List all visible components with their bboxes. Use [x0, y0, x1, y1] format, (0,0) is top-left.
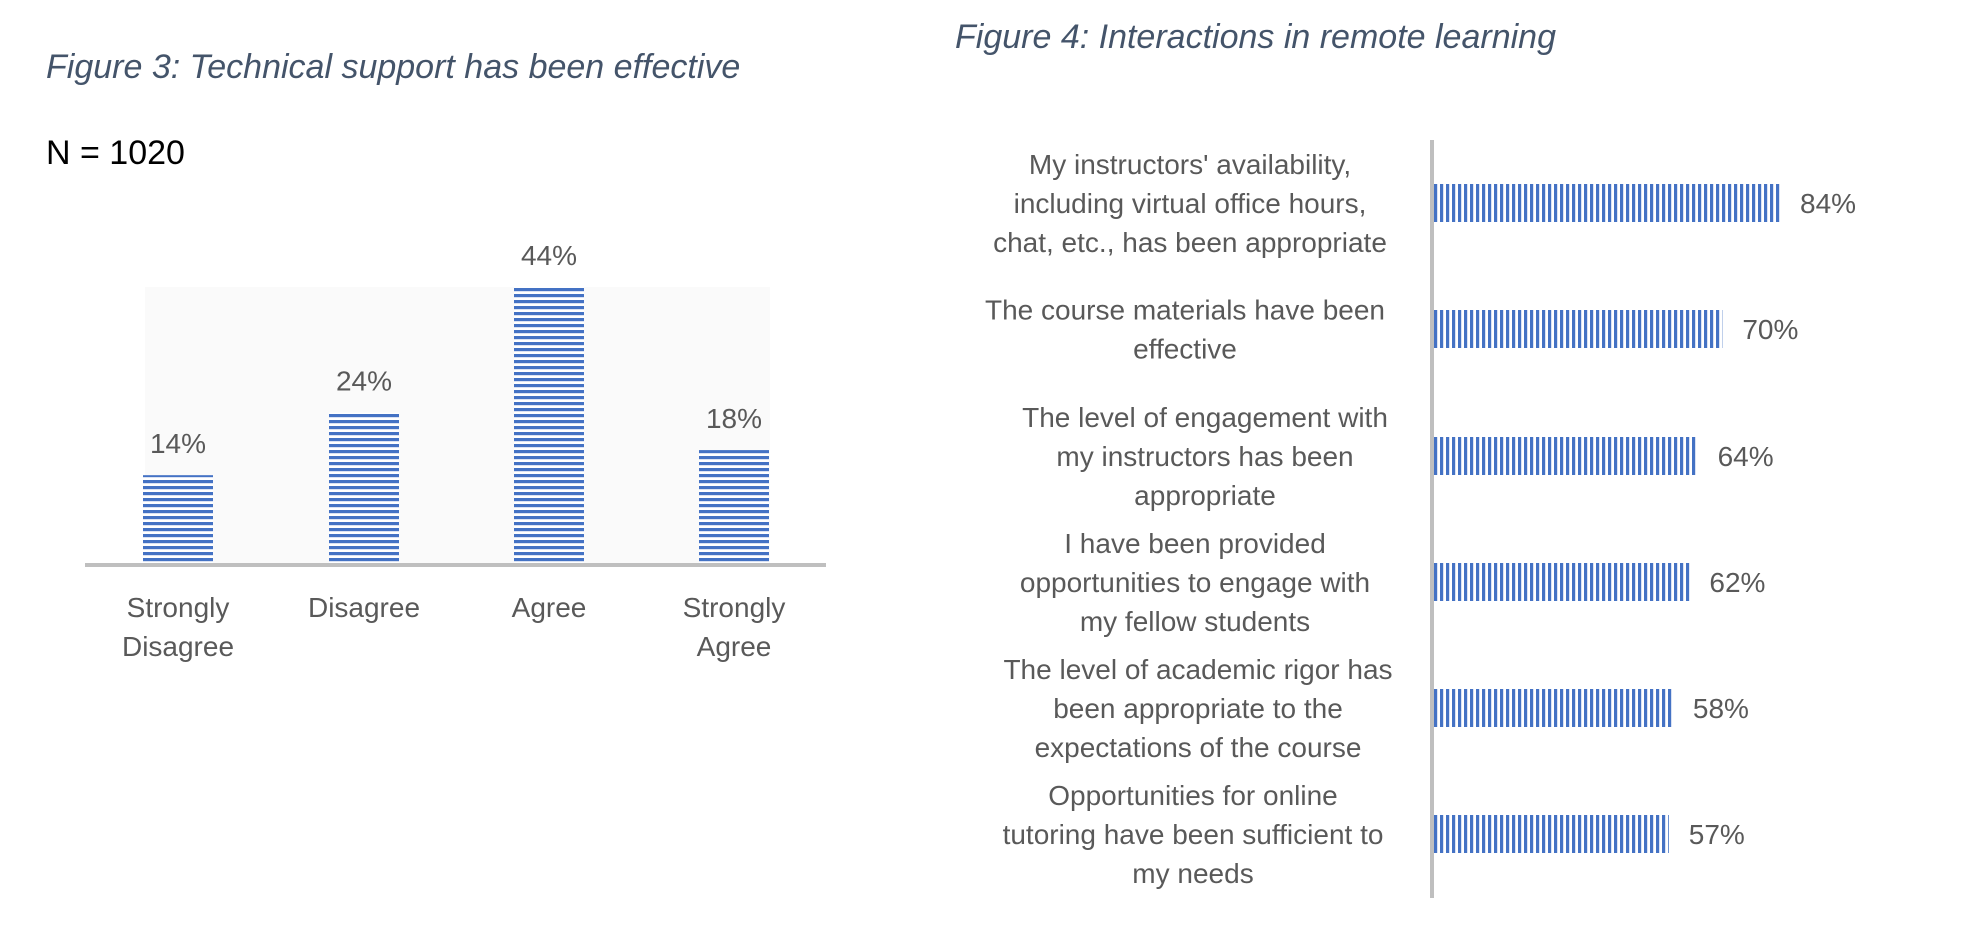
- figure-4-category-label: tutoring have been sufficient to: [1003, 819, 1384, 850]
- figure-3-category-label: Disagree: [122, 631, 234, 662]
- figure-4-bar: [1434, 184, 1780, 222]
- figure-4-category-label: I have been provided: [1064, 528, 1326, 559]
- figure-4-bar: [1434, 437, 1698, 475]
- figure-4-category-label: my needs: [1132, 858, 1253, 889]
- figure-3-category-label: Strongly: [683, 592, 786, 623]
- figure-3-value-label: 24%: [336, 365, 392, 396]
- figure-3-bar: [329, 412, 399, 563]
- figure-4-value-label: 84%: [1800, 188, 1856, 219]
- figure-3-bar: [699, 450, 769, 563]
- figure-4-value-label: 64%: [1718, 441, 1774, 472]
- figure-4-category-label: opportunities to engage with: [1020, 567, 1370, 598]
- figure-4-value-label: 58%: [1693, 693, 1749, 724]
- figure-4-category-label: been appropriate to the: [1053, 693, 1343, 724]
- figure-4-category-label: The course materials have been: [985, 295, 1385, 326]
- figure-3-bar: [514, 287, 584, 563]
- figure-3-category-label: Agree: [697, 631, 772, 662]
- figure-4-category-label: expectations of the course: [1035, 732, 1362, 763]
- figure-4-category-label: my instructors has been: [1056, 441, 1353, 472]
- figure-4-category-label: My instructors' availability,: [1029, 149, 1351, 180]
- figure-3-value-label: 14%: [150, 428, 206, 459]
- figure-4-chart: 84% My instructors' availability, includin…: [985, 140, 1856, 898]
- figure-3-category-label: Strongly: [127, 592, 230, 623]
- figure-3-category-label: Agree: [512, 592, 587, 623]
- figure-4-category-label: including virtual office hours,: [1014, 188, 1367, 219]
- figure-4-category-label: appropriate: [1134, 480, 1276, 511]
- figure-3-category-label: Disagree: [308, 592, 420, 623]
- figure-4-value-label: 70%: [1742, 314, 1798, 345]
- figure-4-value-label: 57%: [1689, 819, 1745, 850]
- figure-4-bar: [1434, 310, 1723, 348]
- figure-4-category-label: chat, etc., has been appropriate: [993, 227, 1387, 258]
- figure-4-category-label: my fellow students: [1080, 606, 1310, 637]
- figure-4-value-label: 62%: [1709, 567, 1765, 598]
- figure-4-bar: [1434, 815, 1669, 853]
- sample-size-label: N = 1020: [46, 134, 185, 172]
- figure-3-bar: [143, 475, 213, 563]
- figure-4-category-label: The level of engagement with: [1022, 402, 1388, 433]
- figure-4-bar: [1434, 563, 1690, 601]
- figure-4-title: Figure 4: Interactions in remote learnin…: [955, 18, 1556, 56]
- figure-4-category-label: The level of academic rigor has: [1003, 654, 1392, 685]
- figure-3-plot-area: [145, 287, 770, 563]
- figure-3-chart: 14% Strongly Disagree 24% Disagree 44% Agree 18…: [85, 240, 826, 662]
- figure-4-category-label: effective: [1133, 334, 1237, 365]
- figure-4-category-label: Opportunities for online: [1048, 780, 1338, 811]
- figure-3-value-label: 18%: [706, 403, 762, 434]
- figure-3-value-label: 44%: [521, 240, 577, 271]
- figure-3-title: Figure 3: Technical support has been eff…: [46, 48, 741, 86]
- figure-4-bar: [1434, 689, 1673, 727]
